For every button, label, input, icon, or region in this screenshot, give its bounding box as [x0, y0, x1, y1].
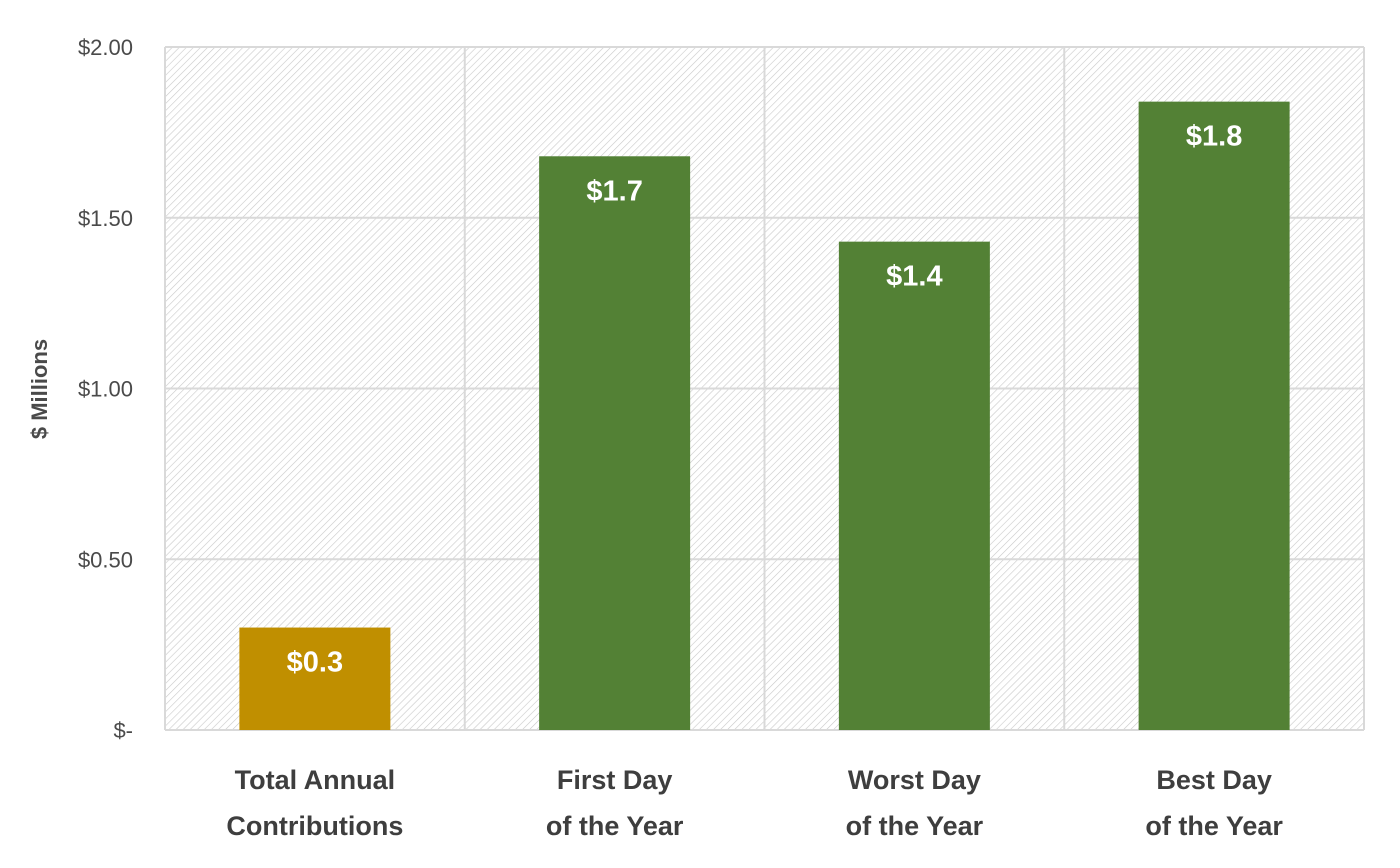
x-tick-label-line: of the Year	[846, 811, 984, 841]
x-tick-label-line: First Day	[557, 765, 673, 795]
x-tick-label: First Day of the Year	[546, 765, 684, 841]
y-tick-label: $2.00	[78, 35, 133, 60]
x-tick-label-line: Worst Day	[848, 765, 981, 795]
x-tick-label: Best Day of the Year	[1145, 765, 1283, 841]
data-label: $0.3	[287, 647, 343, 679]
x-tick-label: Worst Day of the Year	[846, 765, 984, 841]
bar	[239, 627, 391, 730]
bar	[1138, 101, 1290, 730]
data-label: $1.7	[586, 175, 642, 207]
y-tick-label: $-	[113, 718, 133, 743]
y-tick-label: $0.50	[78, 547, 133, 572]
x-tick-label-line: Contributions	[226, 811, 403, 841]
y-axis-label: $ Millions	[27, 339, 52, 439]
data-label: $1.4	[886, 261, 942, 293]
y-tick-label: $1.50	[78, 206, 133, 231]
bars: $0.3 $1.7 $1.4 $1.8	[239, 101, 1290, 730]
x-tick-label-line: of the Year	[546, 811, 684, 841]
x-tick-label-line: Best Day	[1156, 765, 1272, 795]
bar	[838, 241, 990, 730]
y-tick-label: $1.00	[78, 377, 133, 402]
x-axis-ticks: Total Annual Contributions First Day of the…	[226, 765, 1283, 841]
x-tick-label: Total Annual Contributions	[226, 765, 403, 841]
data-label: $1.8	[1186, 121, 1242, 153]
x-tick-label-line: Total Annual	[235, 765, 395, 795]
bar	[539, 156, 691, 730]
y-axis-ticks: $- $0.50 $1.00 $1.50 $2.00	[78, 35, 133, 743]
x-tick-label-line: of the Year	[1145, 811, 1283, 841]
